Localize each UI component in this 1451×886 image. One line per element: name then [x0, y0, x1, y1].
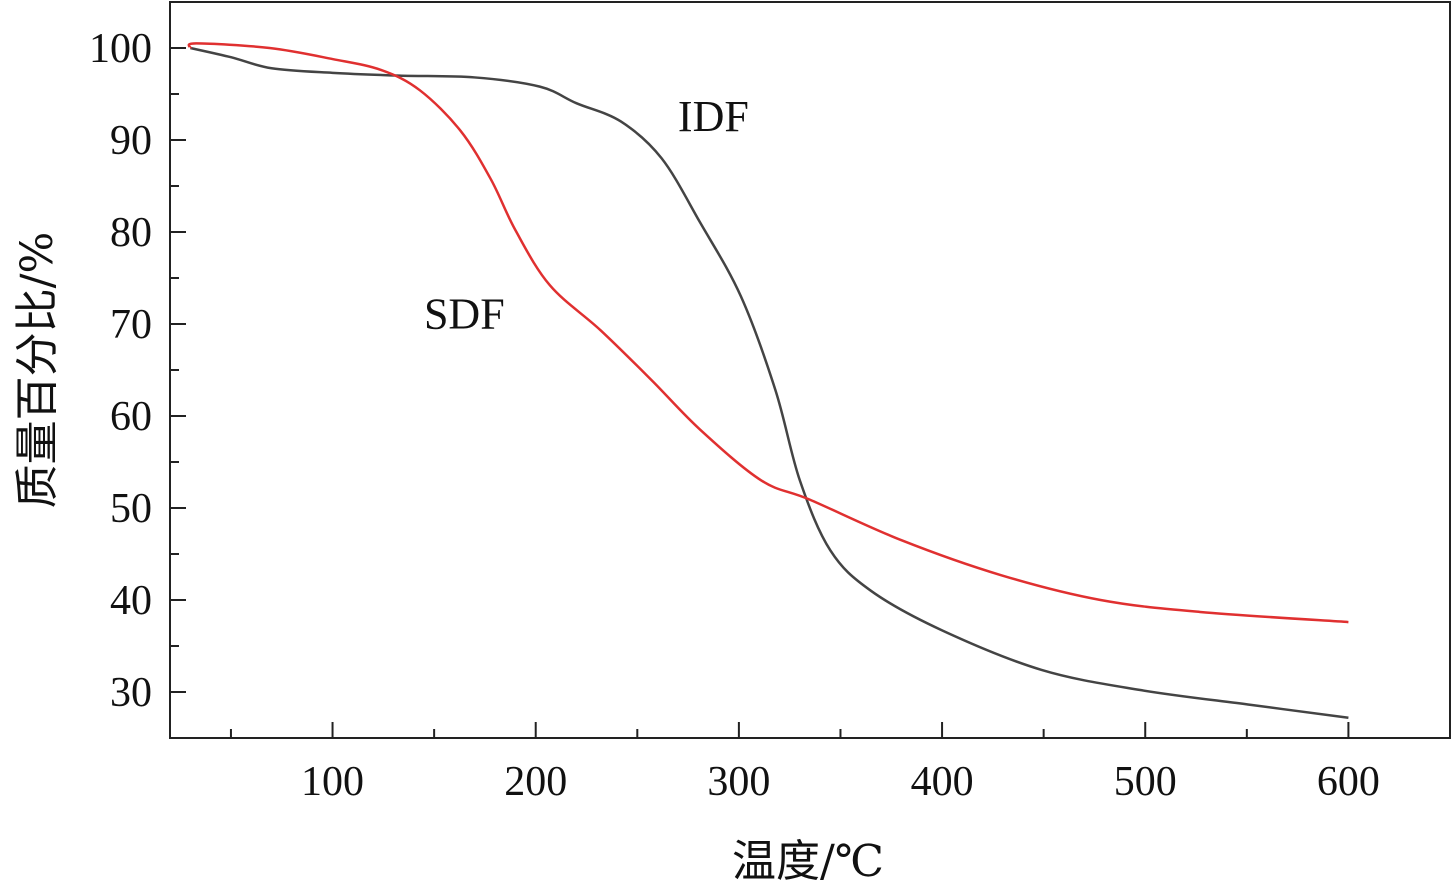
- annotation-sdf: SDF: [424, 290, 505, 339]
- x-tick-label: 300: [707, 759, 770, 805]
- x-tick-label: 200: [504, 759, 567, 805]
- x-axis-label: 温度/℃: [732, 836, 884, 886]
- x-tick-label: 500: [1114, 759, 1177, 805]
- y-tick-label: 70: [110, 302, 152, 348]
- y-axis-label: 质量百分比/%: [12, 232, 63, 509]
- y-tick-label: 30: [110, 670, 152, 716]
- y-tick-label: 90: [110, 118, 152, 164]
- annotations: IDF SDF: [424, 92, 749, 339]
- y-tick-label: 80: [110, 210, 152, 256]
- y-tick-label: 50: [110, 486, 152, 532]
- annotation-idf: IDF: [678, 92, 749, 141]
- plot-frame: [169, 1, 1451, 739]
- x-tick-label: 600: [1317, 759, 1380, 805]
- axes: 100 200 300 400 500 600 30 40 50 60 70 80 90 100: [89, 1, 1451, 805]
- y-tick-label: 60: [110, 394, 152, 440]
- series-group: [187, 42, 1349, 719]
- y-tick-label: 100: [89, 26, 152, 72]
- y-tick-label: 40: [110, 578, 152, 624]
- x-tick-label: 400: [911, 759, 974, 805]
- x-tick-label: 100: [301, 759, 364, 805]
- series-line-sdf: [187, 42, 1349, 624]
- series-line-idf: [190, 46, 1349, 719]
